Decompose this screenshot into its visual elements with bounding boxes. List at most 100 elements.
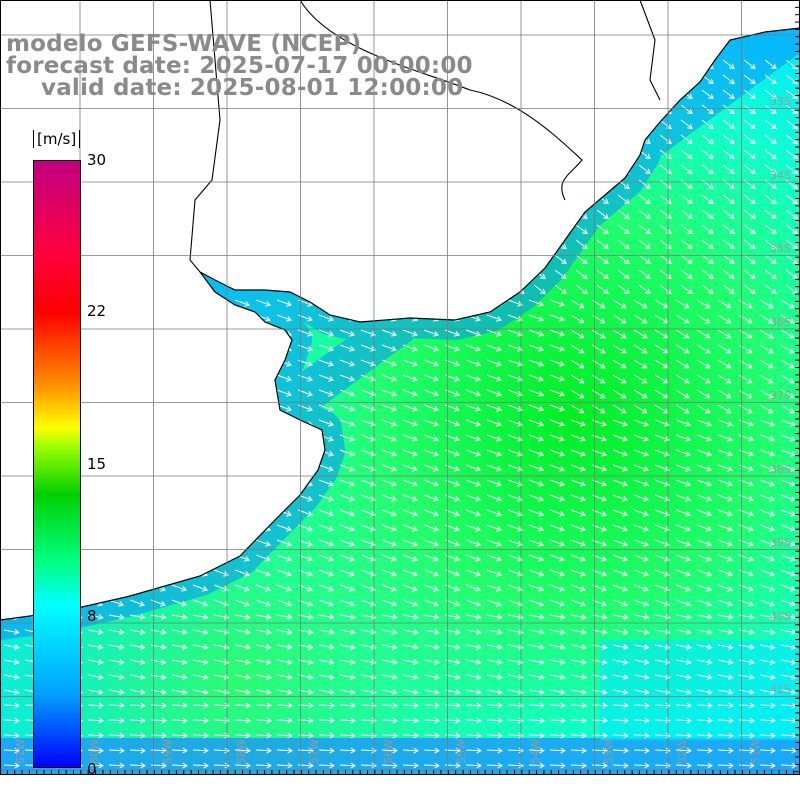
wind-arrow	[638, 284, 651, 295]
wind-arrow	[129, 569, 146, 577]
wind-arrow	[318, 554, 335, 562]
wind-arrow	[171, 494, 188, 502]
wind-arrow	[234, 479, 251, 487]
wind-arrow	[234, 404, 251, 412]
wind-arrow	[512, 164, 525, 175]
wind-arrow	[570, 762, 587, 769]
wind-arrow	[171, 524, 188, 532]
wind-arrow	[528, 554, 545, 562]
colorbar-unit: [m/s]	[33, 130, 81, 148]
wind-arrow	[638, 269, 651, 280]
wind-arrow	[213, 344, 230, 352]
wind-arrow	[213, 299, 230, 307]
wind-arrow	[87, 539, 104, 547]
wind-arrow	[129, 524, 146, 532]
wind-arrow	[764, 134, 777, 145]
wind-arrow	[192, 674, 209, 680]
wind-arrow	[87, 479, 104, 487]
wind-arrow	[612, 449, 629, 457]
wind-arrow	[3, 329, 20, 337]
wind-arrow	[255, 344, 272, 352]
wind-arrow	[276, 299, 293, 307]
wind-arrow	[701, 179, 714, 190]
wind-arrow	[512, 149, 525, 160]
wind-arrow	[171, 689, 188, 695]
wind-arrow	[486, 344, 503, 352]
wind-arrow	[533, 134, 546, 145]
wind-arrow	[507, 419, 524, 427]
wind-arrow	[213, 524, 230, 532]
wind-arrow	[129, 539, 146, 547]
colorbar	[33, 160, 81, 768]
wind-arrow	[554, 164, 567, 175]
wind-arrow	[360, 569, 377, 577]
wind-arrow	[402, 419, 419, 427]
wind-arrow	[3, 747, 20, 754]
wind-arrow	[764, 164, 777, 175]
wind-arrow	[234, 374, 251, 382]
wind-arrow	[381, 659, 398, 665]
wind-arrow	[491, 239, 504, 250]
wind-arrow	[381, 554, 398, 562]
wind-arrow	[381, 629, 398, 635]
wind-arrow	[339, 464, 356, 472]
wind-arrow	[507, 449, 524, 457]
wind-arrow	[381, 644, 398, 650]
wind-arrow	[654, 614, 671, 620]
wind-arrow	[360, 479, 377, 487]
wind-arrow	[528, 449, 545, 457]
latitude-label: 34S	[770, 168, 791, 182]
wind-arrow	[533, 89, 546, 100]
wind-arrow	[675, 659, 692, 665]
wind-arrow	[234, 584, 251, 592]
wind-arrow	[743, 179, 756, 190]
wind-arrow	[675, 374, 690, 384]
wind-arrow	[423, 702, 440, 709]
wind-arrow	[339, 674, 356, 680]
wind-arrow	[318, 614, 335, 620]
wind-arrow	[507, 344, 524, 352]
wind-arrow	[654, 524, 671, 532]
wind-arrow	[507, 629, 524, 635]
wind-arrow	[759, 717, 776, 724]
wind-arrow	[255, 674, 272, 680]
wind-arrow	[680, 254, 693, 265]
wind-arrow	[255, 717, 272, 724]
wind-arrow	[507, 524, 524, 532]
wind-arrow	[680, 59, 693, 70]
latitude-label: 41S	[770, 683, 791, 696]
wind-arrow	[696, 464, 713, 472]
wind-arrow	[764, 209, 777, 220]
wind-arrow	[717, 539, 734, 547]
wind-arrow	[654, 702, 671, 709]
wind-arrow	[3, 717, 20, 724]
wind-arrow	[318, 479, 335, 487]
wind-arrow	[465, 717, 482, 724]
wind-arrow	[423, 404, 440, 412]
wind-arrow	[486, 539, 503, 547]
wind-arrow	[638, 59, 651, 70]
wind-arrow	[743, 119, 756, 130]
wind-arrow	[570, 569, 587, 577]
wind-arrow	[743, 74, 756, 85]
wind-arrow	[129, 419, 146, 427]
wind-arrow	[402, 404, 419, 412]
wind-arrow	[701, 89, 714, 100]
wind-arrow	[612, 614, 629, 620]
wind-arrow	[192, 524, 209, 532]
wind-arrow	[276, 539, 293, 547]
wind-arrow	[554, 59, 567, 70]
wind-arrow	[612, 299, 627, 309]
wind-arrow	[234, 629, 251, 635]
wind-arrow	[318, 359, 335, 367]
wind-arrow	[743, 164, 756, 175]
wind-arrow	[633, 762, 650, 769]
wind-arrow	[491, 179, 504, 190]
wind-arrow	[533, 59, 546, 70]
wind-arrow	[465, 599, 482, 607]
wind-arrow	[87, 702, 104, 709]
wind-arrow	[255, 689, 272, 695]
wind-arrow	[759, 404, 774, 414]
wind-arrow	[654, 554, 671, 562]
wind-arrow	[696, 689, 713, 695]
